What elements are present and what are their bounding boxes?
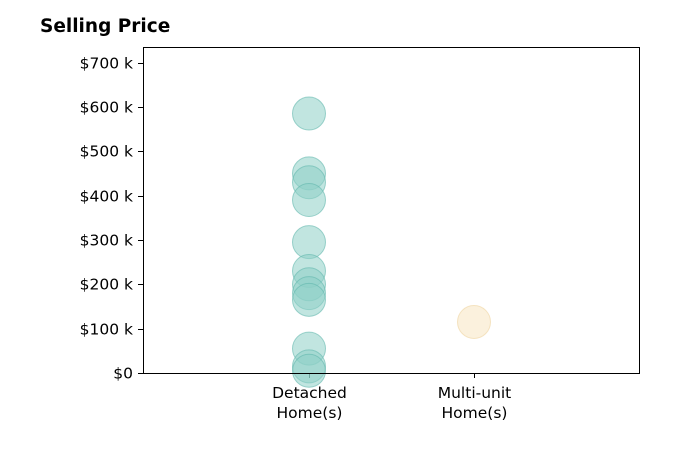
data-point: [292, 282, 326, 317]
y-tick-label: $600 k: [80, 99, 133, 117]
data-point: [292, 225, 326, 260]
y-tick-label: $200 k: [80, 276, 133, 294]
y-tick-label: $500 k: [80, 143, 133, 161]
y-tick-label: $300 k: [80, 232, 133, 250]
y-tick-label: $400 k: [80, 188, 133, 206]
x-axis: Detached Home(s) Multi-unit Home(s): [272, 373, 512, 422]
y-tick-label: $100 k: [80, 321, 133, 339]
data-point: [292, 183, 326, 218]
data-point: [292, 96, 326, 131]
y-tick-label: $0: [113, 365, 133, 383]
y-axis: $0 $100 k $200 k $300 k $400 k $500 k $600 k $7…: [80, 55, 144, 383]
data-point: [457, 304, 491, 339]
chart-title: Selling Price: [40, 16, 171, 37]
data-points: [292, 96, 491, 388]
data-point: [292, 353, 326, 388]
y-tick-label: $700 k: [80, 55, 133, 73]
x-tick-label: Detached Home(s): [272, 384, 347, 422]
x-tick-label: Multi-unit Home(s): [438, 384, 512, 422]
plot-frame: [143, 47, 640, 374]
